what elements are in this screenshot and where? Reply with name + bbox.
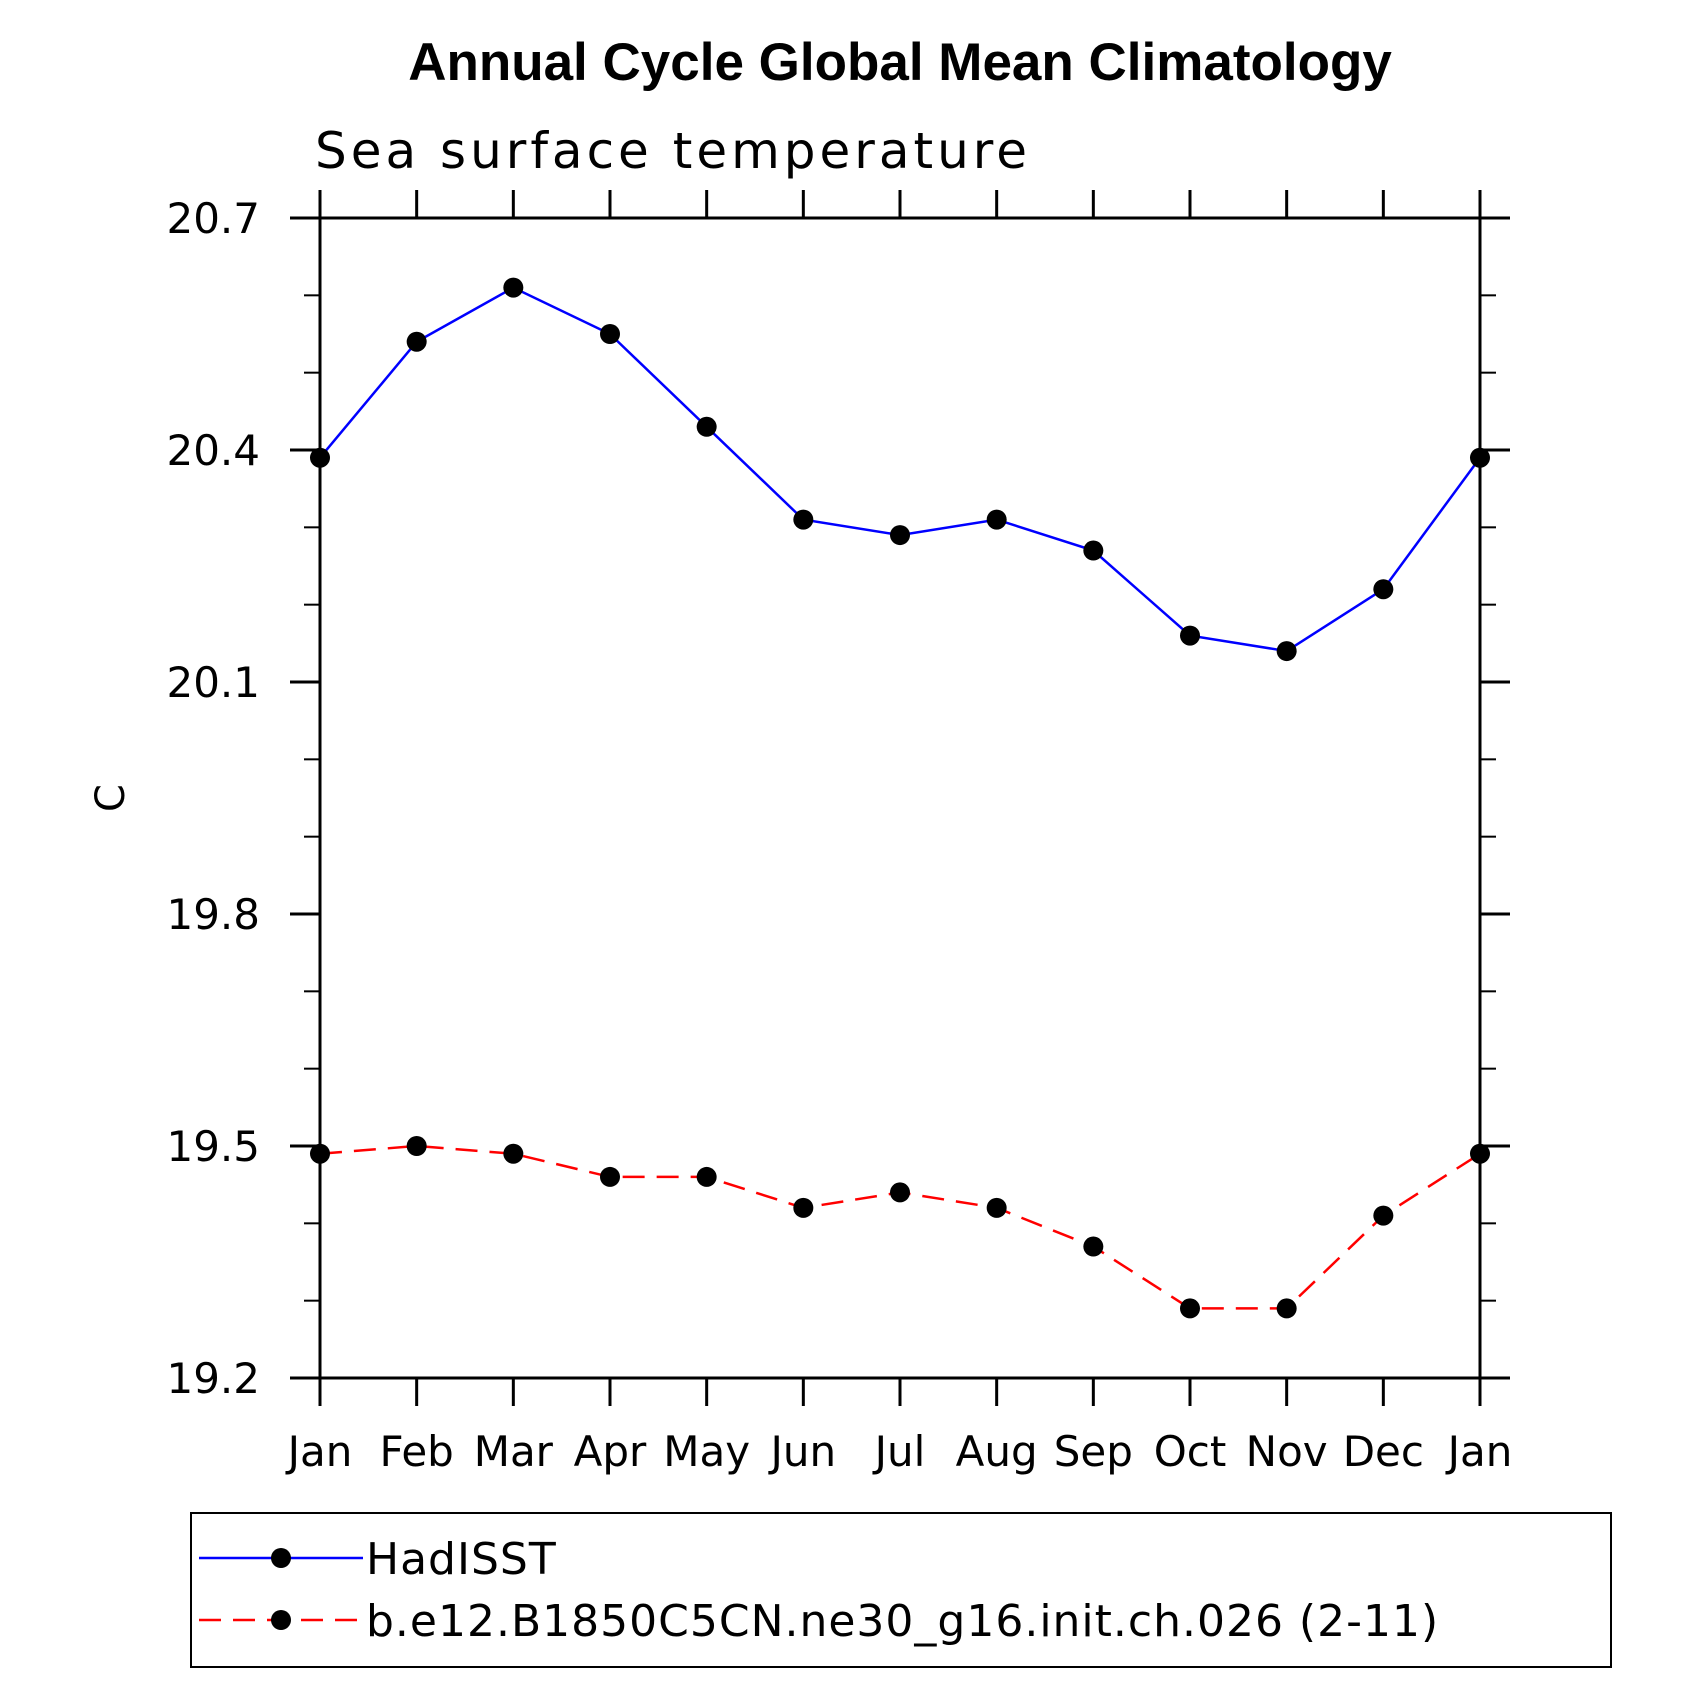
data-point: [890, 525, 910, 546]
data-point: [600, 1166, 620, 1187]
y-tick-label: 20.1: [166, 658, 260, 707]
x-tick-label: Mar: [474, 1427, 554, 1476]
axis-ticks: [290, 190, 1510, 1406]
data-point: [793, 1197, 814, 1218]
data-point: [890, 1182, 910, 1203]
data-point: [406, 331, 427, 352]
y-tick-label: 19.8: [166, 890, 260, 939]
legend-label: HadISST: [366, 1534, 557, 1585]
x-tick-label: Jan: [285, 1427, 353, 1476]
x-tick-label: Oct: [1154, 1427, 1227, 1476]
legend-marker: [271, 1610, 291, 1630]
x-tick-label: Dec: [1343, 1427, 1424, 1476]
legend-marker: [271, 1548, 291, 1568]
plot-frame: [318, 216, 1482, 1380]
chart-title: Annual Cycle Global Mean Climatology: [408, 33, 1392, 92]
data-point: [1276, 641, 1297, 662]
data-point: [503, 277, 524, 298]
y-tick-label: 20.7: [166, 194, 260, 243]
x-tick-label: Apr: [574, 1427, 647, 1476]
data-point: [600, 324, 620, 344]
series-line-1: [319, 1144, 1481, 1310]
data-point: [793, 509, 814, 530]
x-tick-label: May: [663, 1427, 750, 1476]
data-point: [1083, 540, 1104, 561]
legend: HadISST b.e12.B1850C5CN.ne30_g16.init.ch.…: [190, 1512, 1612, 1668]
chart-subtitle: Sea surface temperature: [315, 122, 1031, 180]
data-point: [986, 509, 1007, 530]
data-point: [406, 1136, 427, 1156]
x-tick-label: Aug: [956, 1427, 1038, 1476]
x-tick-label: Jul: [872, 1427, 926, 1476]
x-tick-label: Feb: [379, 1427, 453, 1476]
y-tick-label: 20.4: [166, 426, 260, 475]
series-line-0: [319, 286, 1482, 653]
tick-labels: Jan Feb Mar Apr May Jun Jul Aug Sep Oct Nov Dec Jan 2…: [166, 194, 1512, 1476]
y-tick-label: 19.2: [166, 1354, 260, 1403]
legend-box: [190, 1512, 1612, 1668]
data-point: [503, 1143, 524, 1164]
data-point: [1180, 625, 1200, 646]
data-point: [1276, 1298, 1297, 1319]
x-tick-label: Jan: [1445, 1427, 1513, 1476]
data-point: [986, 1197, 1007, 1218]
data-point: [1373, 1205, 1394, 1226]
data-point: [1373, 579, 1394, 600]
series-layer: [310, 277, 1490, 1319]
y-axis-label: C: [88, 784, 134, 812]
x-tick-label: Sep: [1054, 1427, 1133, 1476]
data-point: [696, 1166, 717, 1187]
y-tick-label: 19.5: [166, 1122, 260, 1171]
x-tick-label: Nov: [1246, 1427, 1328, 1476]
data-point: [696, 416, 717, 437]
data-point: [1083, 1236, 1104, 1257]
legend-label: b.e12.B1850C5CN.ne30_g16.init.ch.026 (2-…: [366, 1596, 1439, 1647]
x-tick-label: Jun: [768, 1427, 837, 1476]
data-point: [1180, 1298, 1200, 1319]
